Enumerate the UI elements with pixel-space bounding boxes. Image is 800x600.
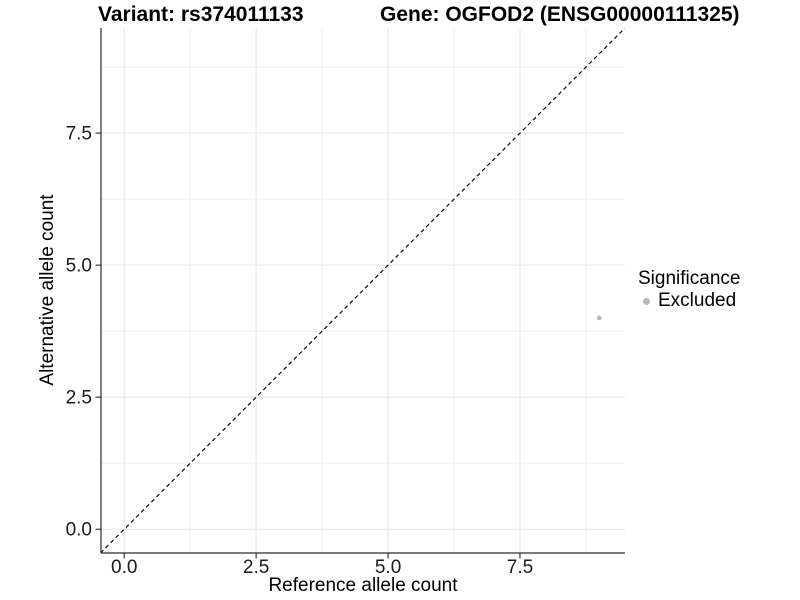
- data-point: [596, 315, 602, 321]
- y-tick-label: 2.5: [66, 388, 92, 409]
- y-tick-label: 5.0: [66, 256, 92, 277]
- y-tick-label: 0.0: [66, 520, 92, 541]
- x-tick-label: 7.5: [507, 557, 533, 578]
- x-axis-title: Reference allele count: [268, 575, 458, 596]
- y-axis-title: Alternative allele count: [37, 194, 58, 386]
- plot-title-gene: Gene: OGFOD2 (ENSG00000111325): [380, 3, 740, 26]
- legend-key: [638, 293, 654, 309]
- x-tick-label: 2.5: [243, 557, 269, 578]
- legend-item-excluded: Excluded: [638, 290, 740, 312]
- legend-item-label: Excluded: [658, 290, 737, 311]
- legend-title: Significance: [638, 268, 741, 289]
- y-tick-label: 7.5: [66, 124, 92, 145]
- identity-reference-line: [101, 28, 625, 553]
- legend-point-icon: [642, 297, 650, 305]
- x-tick-label: 0.0: [111, 557, 137, 578]
- plot-title-variant: Variant: rs374011133: [98, 3, 304, 26]
- legend: Significance Excluded: [638, 267, 740, 312]
- x-tick-label: 5.0: [375, 557, 401, 578]
